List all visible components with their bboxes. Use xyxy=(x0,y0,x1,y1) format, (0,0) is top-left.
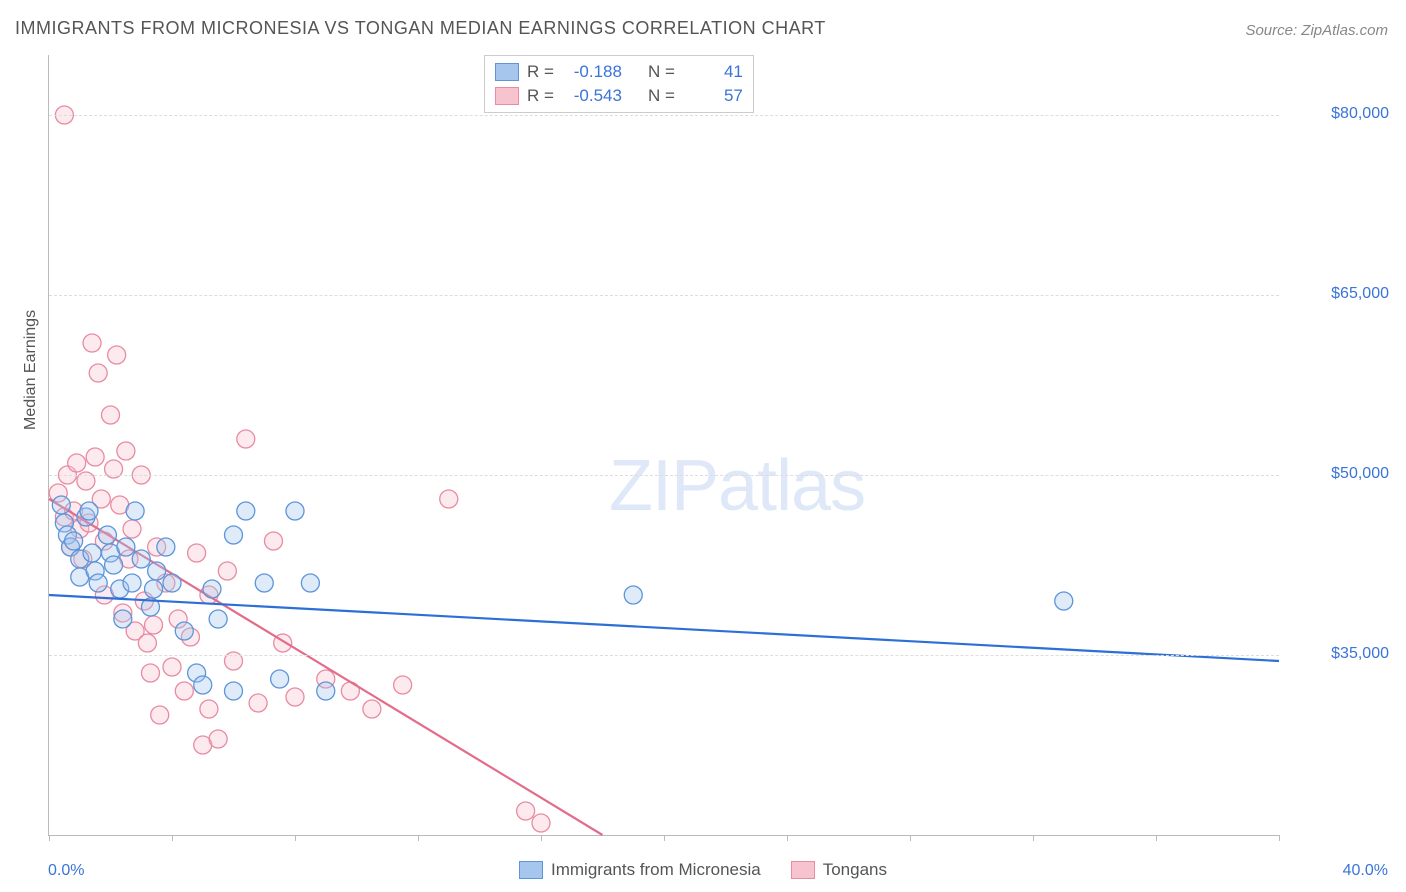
data-point xyxy=(175,622,193,640)
data-point xyxy=(126,502,144,520)
legend-label-micronesia: Immigrants from Micronesia xyxy=(551,860,761,880)
x-axis-min-label: 0.0% xyxy=(48,862,84,880)
data-point xyxy=(108,346,126,364)
x-tick xyxy=(418,835,419,841)
data-point xyxy=(83,334,101,352)
data-point xyxy=(532,814,550,832)
trend-line xyxy=(49,595,1279,661)
data-point xyxy=(286,688,304,706)
data-point xyxy=(209,730,227,748)
data-point xyxy=(52,496,70,514)
data-point xyxy=(80,502,98,520)
data-point xyxy=(200,700,218,718)
grid-line xyxy=(49,295,1279,296)
y-tick-label: $65,000 xyxy=(1289,285,1389,303)
data-point xyxy=(394,676,412,694)
data-point xyxy=(145,580,163,598)
data-point xyxy=(249,694,267,712)
data-point xyxy=(237,430,255,448)
data-point xyxy=(148,562,166,580)
data-point xyxy=(138,634,156,652)
x-tick xyxy=(295,835,296,841)
x-tick xyxy=(1279,835,1280,841)
data-point xyxy=(363,700,381,718)
data-point xyxy=(225,526,243,544)
data-point xyxy=(188,544,206,562)
data-point xyxy=(255,574,273,592)
data-point xyxy=(218,562,236,580)
data-point xyxy=(105,556,123,574)
data-point xyxy=(517,802,535,820)
y-axis-label: Median Earnings xyxy=(22,310,40,430)
data-point xyxy=(317,682,335,700)
x-tick xyxy=(1156,835,1157,841)
data-point xyxy=(209,610,227,628)
legend-swatch-micronesia xyxy=(519,861,543,879)
data-point xyxy=(301,574,319,592)
data-point xyxy=(194,676,212,694)
grid-line xyxy=(49,655,1279,656)
data-point xyxy=(86,448,104,466)
data-point xyxy=(157,538,175,556)
legend-item-micronesia: Immigrants from Micronesia xyxy=(519,860,761,880)
data-point xyxy=(89,574,107,592)
data-point xyxy=(145,616,163,634)
data-point xyxy=(286,502,304,520)
data-point xyxy=(440,490,458,508)
x-tick xyxy=(172,835,173,841)
data-point xyxy=(624,586,642,604)
data-point xyxy=(163,658,181,676)
y-tick-label: $50,000 xyxy=(1289,465,1389,483)
data-point xyxy=(65,532,83,550)
grid-line xyxy=(49,115,1279,116)
legend-item-tongans: Tongans xyxy=(791,860,887,880)
x-tick xyxy=(664,835,665,841)
legend-label-tongans: Tongans xyxy=(823,860,887,880)
data-point xyxy=(237,502,255,520)
data-point xyxy=(89,364,107,382)
x-tick xyxy=(541,835,542,841)
data-point xyxy=(203,580,221,598)
data-point xyxy=(264,532,282,550)
data-point xyxy=(83,544,101,562)
data-point xyxy=(175,682,193,700)
plot-area: ZIPatlas R = -0.188 N = 41 R = -0.543 N … xyxy=(48,55,1279,836)
legend: Immigrants from Micronesia Tongans xyxy=(511,858,895,882)
data-point xyxy=(123,520,141,538)
data-point xyxy=(114,610,132,628)
grid-line xyxy=(49,475,1279,476)
y-tick-label: $35,000 xyxy=(1289,645,1389,663)
data-point xyxy=(151,706,169,724)
data-point xyxy=(117,442,135,460)
data-point xyxy=(98,526,116,544)
scatter-chart xyxy=(49,55,1279,835)
data-point xyxy=(163,574,181,592)
legend-swatch-tongans xyxy=(791,861,815,879)
x-tick xyxy=(787,835,788,841)
chart-title: IMMIGRANTS FROM MICRONESIA VS TONGAN MED… xyxy=(15,18,826,39)
data-point xyxy=(225,682,243,700)
data-point xyxy=(132,550,150,568)
x-tick xyxy=(1033,835,1034,841)
data-point xyxy=(271,670,289,688)
data-point xyxy=(141,664,159,682)
data-point xyxy=(123,574,141,592)
data-point xyxy=(1055,592,1073,610)
y-tick-label: $80,000 xyxy=(1289,105,1389,123)
data-point xyxy=(68,454,86,472)
x-tick xyxy=(910,835,911,841)
x-tick xyxy=(49,835,50,841)
data-point xyxy=(117,538,135,556)
data-point xyxy=(102,406,120,424)
x-axis-max-label: 40.0% xyxy=(1343,862,1388,880)
source-attribution: Source: ZipAtlas.com xyxy=(1245,22,1388,39)
